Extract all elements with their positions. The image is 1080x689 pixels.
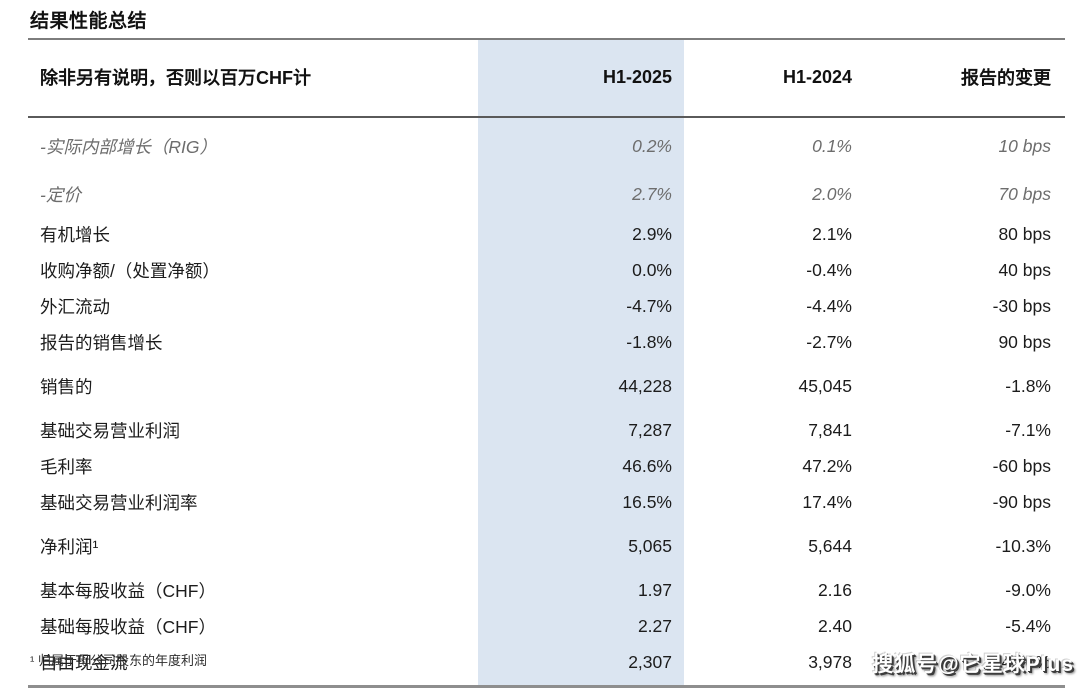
watermark: 搜狐号@它星球Plus — [872, 653, 1074, 676]
footnote: ¹ 归属于母公司股东的年度利润 — [30, 653, 207, 668]
cell-h1-2024: 7,841 — [808, 420, 852, 440]
cell-change: 70 bps — [998, 184, 1051, 204]
cell-h1-2025: 1.97 — [478, 565, 684, 609]
cell-h1-2024: 3,978 — [808, 652, 852, 672]
cell-h1-2024: 5,644 — [808, 536, 852, 556]
cell-h1-2025: 44,228 — [478, 361, 684, 405]
cell-h1-2024: 2.16 — [817, 580, 852, 600]
cell-h1-2025: 0.2% — [478, 117, 684, 170]
row-label: -实际内部增长（RIG） — [40, 137, 217, 157]
results-table: 除非另有说明，否则以百万CHF计 H1-2025 H1-2024 报告的变更 -… — [28, 38, 1065, 688]
table-row: 基础每股收益（CHF） 2.27 2.40 -5.4% — [28, 609, 1065, 645]
table-row: 有机增长 2.9% 2.1% 80 bps — [28, 217, 1065, 253]
row-label: 有机增长 — [40, 225, 110, 245]
cell-h1-2025: 7,287 — [478, 405, 684, 449]
row-label: 自由现金流 — [40, 653, 128, 673]
cell-h1-2025: 5,065 — [478, 521, 684, 565]
cell-h1-2024: 2.0% — [812, 184, 852, 204]
cell-h1-2024: 45,045 — [798, 376, 852, 396]
page-title: 结果性能总结 — [30, 11, 148, 32]
cell-change: 90 bps — [998, 332, 1051, 352]
header-reported-change: 报告的变更 — [864, 39, 1065, 118]
header-h1-2024: H1-2024 — [684, 39, 864, 118]
row-label: 基础交易营业利润率 — [40, 493, 198, 513]
table-row: 收购净额/（处置净额） 0.0% -0.4% 40 bps — [28, 253, 1065, 289]
table-row: 自由现金流 2,307 3,978 -42.0% — [28, 645, 1065, 687]
cell-h1-2024: 2.1% — [812, 224, 852, 244]
cell-change: -90 bps — [992, 492, 1051, 512]
cell-h1-2025: 2.27 — [478, 609, 684, 645]
header-h1-2025: H1-2025 — [478, 39, 684, 118]
row-label: 销售的 — [40, 377, 93, 397]
cell-h1-2025: 2.9% — [478, 217, 684, 253]
cell-h1-2025: 2.7% — [478, 170, 684, 217]
table-row: 基本每股收益（CHF） 1.97 2.16 -9.0% — [28, 565, 1065, 609]
cell-h1-2024: 0.1% — [812, 136, 852, 156]
row-label: 报告的销售增长 — [40, 333, 163, 353]
cell-change: -42.0% — [995, 652, 1051, 672]
row-label: 基本每股收益（CHF） — [40, 581, 216, 601]
cell-h1-2024: 47.2% — [802, 456, 852, 476]
cell-h1-2025: 16.5% — [478, 485, 684, 521]
cell-h1-2024: -0.4% — [806, 260, 852, 280]
cell-change: -1.8% — [1005, 376, 1051, 396]
table-row: 基础交易营业利润率 16.5% 17.4% -90 bps — [28, 485, 1065, 521]
cell-h1-2025: 2,307 — [478, 645, 684, 687]
row-label: 基础每股收益（CHF） — [40, 617, 216, 637]
row-label: 净利润¹ — [40, 537, 99, 557]
table-row: 销售的 44,228 45,045 -1.8% — [28, 361, 1065, 405]
cell-change: 80 bps — [998, 224, 1051, 244]
cell-h1-2024: 17.4% — [802, 492, 852, 512]
table-row: 基础交易营业利润 7,287 7,841 -7.1% — [28, 405, 1065, 449]
cell-change: 10 bps — [998, 136, 1051, 156]
cell-h1-2024: -2.7% — [806, 332, 852, 352]
table-header-row: 除非另有说明，否则以百万CHF计 H1-2025 H1-2024 报告的变更 — [28, 39, 1065, 118]
cell-h1-2024: 2.40 — [817, 616, 852, 636]
row-label: 毛利率 — [40, 457, 93, 477]
table-row: -实际内部增长（RIG） 0.2% 0.1% 10 bps — [28, 117, 1065, 170]
cell-change: -5.4% — [1005, 616, 1051, 636]
table-row: 毛利率 46.6% 47.2% -60 bps — [28, 449, 1065, 485]
cell-change: 40 bps — [998, 260, 1051, 280]
cell-h1-2025: -1.8% — [478, 325, 684, 361]
cell-h1-2024: -4.4% — [806, 296, 852, 316]
row-label: 外汇流动 — [40, 297, 110, 317]
cell-change: -60 bps — [992, 456, 1051, 476]
cell-change: -7.1% — [1005, 420, 1051, 440]
table-row: 外汇流动 -4.7% -4.4% -30 bps — [28, 289, 1065, 325]
cell-change: -9.0% — [1005, 580, 1051, 600]
row-label: 收购净额/（处置净额） — [40, 261, 220, 281]
table-row: 净利润¹ 5,065 5,644 -10.3% — [28, 521, 1065, 565]
cell-h1-2025: 46.6% — [478, 449, 684, 485]
cell-change: -10.3% — [995, 536, 1051, 556]
cell-h1-2025: -4.7% — [478, 289, 684, 325]
cell-change: -30 bps — [992, 296, 1051, 316]
table-row: -定价 2.7% 2.0% 70 bps — [28, 170, 1065, 217]
row-label: 基础交易营业利润 — [40, 421, 180, 441]
cell-h1-2025: 0.0% — [478, 253, 684, 289]
header-units-note: 除非另有说明，否则以百万CHF计 — [28, 39, 478, 118]
row-label: -定价 — [40, 185, 81, 205]
table-row: 报告的销售增长 -1.8% -2.7% 90 bps — [28, 325, 1065, 361]
